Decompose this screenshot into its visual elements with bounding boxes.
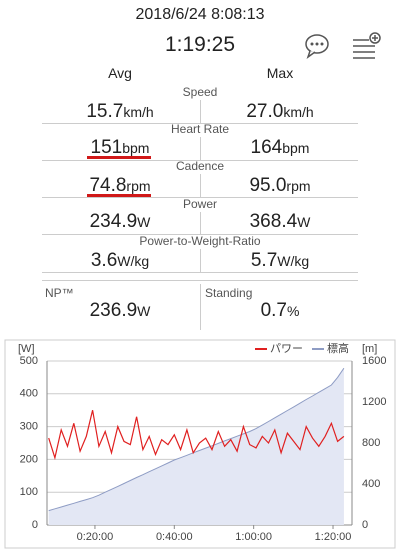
unit: W bbox=[297, 214, 311, 230]
chart-frame bbox=[4, 339, 396, 549]
metric-value: 15.7km/h bbox=[86, 101, 153, 123]
metric-label: NP™ bbox=[45, 286, 74, 300]
y2-axis-label: [m] bbox=[362, 343, 377, 355]
divider bbox=[200, 100, 201, 123]
value: 234.9 bbox=[89, 211, 138, 232]
divider bbox=[42, 280, 358, 281]
toolbar-icons bbox=[305, 32, 381, 59]
legend-label: パワー bbox=[270, 342, 303, 355]
series-line bbox=[48, 367, 345, 512]
metric-label: Standing bbox=[205, 286, 253, 300]
value: 95.0 bbox=[249, 175, 287, 196]
metric-value: 151bpm bbox=[91, 137, 150, 159]
unit: rpm bbox=[126, 178, 151, 194]
metric-label: Speed bbox=[182, 85, 218, 99]
divider bbox=[42, 234, 358, 235]
y2-tick-label: 800 bbox=[362, 437, 380, 449]
metric-value: 164bpm bbox=[251, 137, 310, 159]
divider bbox=[200, 137, 201, 160]
metric-label: Heart Rate bbox=[170, 122, 230, 136]
datetime: 2018/6/24 8:08:13 bbox=[135, 6, 265, 23]
divider bbox=[42, 160, 358, 161]
metric-label: Power bbox=[182, 197, 218, 211]
divider bbox=[42, 272, 358, 273]
y-tick-label: 200 bbox=[20, 453, 38, 465]
unit: km/h bbox=[123, 104, 154, 120]
metric-value: 95.0rpm bbox=[249, 175, 310, 197]
metric-value: 3.6W/kg bbox=[91, 250, 149, 272]
value: 151 bbox=[90, 137, 123, 158]
highlight-underline bbox=[87, 194, 151, 197]
value: 27.0 bbox=[246, 101, 284, 122]
unit: km/h bbox=[283, 104, 314, 120]
value: 15.7 bbox=[86, 101, 124, 122]
y-tick-label: 500 bbox=[20, 355, 38, 367]
x-tick-label: 1:00:00 bbox=[235, 531, 272, 543]
unit: % bbox=[286, 303, 300, 319]
comment-icon[interactable] bbox=[305, 34, 329, 59]
metric-value: 27.0km/h bbox=[246, 101, 313, 123]
divider bbox=[200, 284, 201, 330]
y-tick-label: 300 bbox=[20, 421, 38, 433]
value: 164 bbox=[250, 137, 283, 158]
metric-value: 236.9W bbox=[90, 300, 151, 322]
value: 368.4 bbox=[249, 211, 298, 232]
unit: bpm bbox=[282, 140, 310, 156]
y2-tick-label: 400 bbox=[362, 478, 380, 490]
y-axis-label: [W] bbox=[18, 343, 35, 355]
unit: W/kg bbox=[277, 253, 310, 269]
highlight-underline bbox=[87, 156, 151, 159]
y-tick-label: 400 bbox=[20, 388, 38, 400]
divider bbox=[200, 212, 201, 234]
avg-header: Avg bbox=[108, 65, 132, 81]
y2-tick-label: 1600 bbox=[362, 355, 386, 367]
metric-value: 74.8rpm bbox=[89, 175, 150, 197]
divider bbox=[200, 249, 201, 272]
value: 236.9 bbox=[89, 300, 138, 321]
y-tick-label: 100 bbox=[20, 486, 38, 498]
metric-value: 5.7W/kg bbox=[251, 250, 309, 272]
y2-tick-label: 0 bbox=[362, 519, 368, 531]
duration: 1:19:25 bbox=[164, 33, 236, 56]
unit: W/kg bbox=[117, 253, 150, 269]
legend-label: 標高 bbox=[327, 341, 349, 355]
divider bbox=[200, 174, 201, 197]
metric-value: 368.4W bbox=[250, 211, 311, 233]
series-line bbox=[48, 410, 345, 461]
y-tick-label: 0 bbox=[32, 519, 38, 531]
value: 0.7 bbox=[260, 300, 287, 321]
unit: W bbox=[137, 303, 151, 319]
y2-tick-label: 1200 bbox=[362, 396, 386, 408]
x-tick-label: 1:20:00 bbox=[315, 531, 352, 543]
value: 3.6 bbox=[90, 250, 118, 271]
divider bbox=[42, 123, 358, 124]
unit: bpm bbox=[122, 140, 150, 156]
value: 5.7 bbox=[250, 250, 278, 271]
add-list-icon[interactable] bbox=[353, 32, 381, 59]
metric-value: 0.7% bbox=[261, 300, 300, 322]
x-tick-label: 0:20:00 bbox=[77, 531, 114, 543]
metric-label: Cadence bbox=[175, 159, 225, 173]
value: 74.8 bbox=[89, 175, 127, 196]
max-header: Max bbox=[266, 65, 294, 81]
divider bbox=[42, 197, 358, 198]
unit: rpm bbox=[286, 178, 311, 194]
x-tick-label: 0:40:00 bbox=[156, 531, 193, 543]
unit: W bbox=[137, 214, 151, 230]
elevation-area bbox=[48, 368, 344, 525]
metric-value: 234.9W bbox=[90, 211, 151, 233]
metric-label: Power-to-Weight-Ratio bbox=[139, 234, 261, 248]
